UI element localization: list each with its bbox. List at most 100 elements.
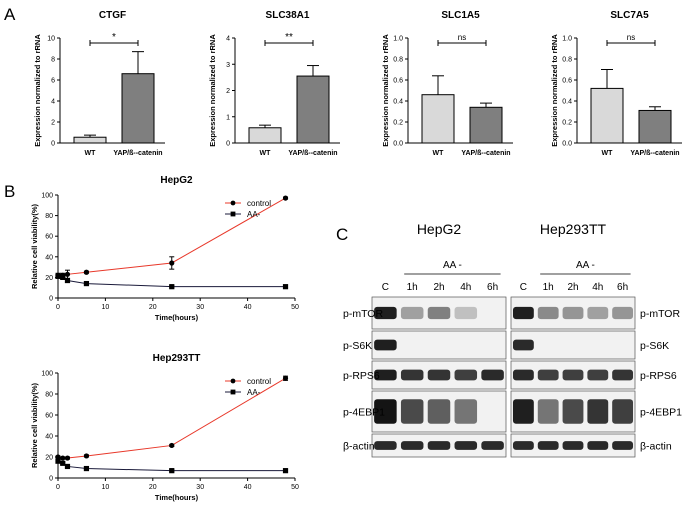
y-axis-label: Relative cell viability(%) — [30, 203, 39, 289]
significance-label: ns — [458, 33, 466, 42]
x-tick-label: 20 — [149, 304, 157, 311]
blot-band — [427, 399, 451, 424]
lane-label: C — [382, 282, 389, 293]
data-point-control — [169, 442, 175, 449]
x-tick-label: 40 — [244, 304, 252, 311]
y-tick-label: 60 — [45, 413, 53, 420]
data-point-aa — [55, 273, 61, 279]
bar-yapcatenin — [121, 73, 155, 144]
blot-band — [454, 369, 478, 381]
bar-chart-ctgf: CTGF 0 2 4 6 8 10 Expression normalized to rRNA… — [33, 10, 165, 157]
y-tick-label: 0.0 — [562, 141, 572, 148]
line-chart-hep293tt: Hep293TT 0 20 40 60 80 100 0 10 20 30 40 50 Time(hour… — [30, 353, 299, 502]
lane-label: 2h — [567, 282, 578, 293]
legend-label: control — [247, 199, 271, 208]
y-tick-label: 80 — [45, 213, 53, 220]
y-tick-label: 40 — [45, 434, 53, 441]
blot-band — [587, 369, 609, 381]
data-point-aa — [282, 468, 289, 474]
y-axis-label: Expression normalized to rRNA — [33, 34, 42, 147]
treatment-label: AA - — [576, 260, 595, 271]
y-tick-label: 2 — [226, 88, 230, 95]
lane-label: C — [520, 282, 527, 293]
bar-yapcatenin — [469, 106, 503, 144]
x-tick-label: 0 — [56, 484, 60, 491]
significance-label: ns — [627, 33, 635, 42]
y-axis-label: Expression normalized to rRNA — [550, 34, 559, 147]
legend-marker — [230, 211, 236, 217]
legend-label: AA- — [247, 210, 261, 219]
blot-hep293tt: Hep293TT AA - C 1h 2h 4h 6h — [510, 221, 636, 458]
y-tick-label: 8 — [51, 57, 55, 64]
y-tick-label: 6 — [51, 78, 55, 85]
blot-band — [562, 441, 584, 450]
blot-title: Hep293TT — [540, 221, 607, 237]
y-tick-label: 80 — [45, 392, 53, 399]
treatment-label: AA - — [443, 260, 462, 271]
x-category-label: WT — [260, 150, 272, 157]
blot-band — [374, 441, 397, 450]
y-tick-label: 0.8 — [393, 57, 403, 64]
legend-marker — [230, 200, 236, 206]
y-tick-label: 0.0 — [393, 141, 403, 148]
blot-band — [374, 369, 397, 381]
blot-band — [427, 306, 451, 320]
x-tick-label: 40 — [244, 484, 252, 491]
data-point-aa — [169, 468, 175, 474]
y-tick-label: 0.4 — [562, 99, 572, 106]
blot-hepg2: HepG2 AA - C 1h 2h 4h 6h — [371, 221, 507, 458]
y-tick-label: 1.0 — [393, 36, 403, 43]
lane-label: 6h — [487, 282, 498, 293]
panel-label-a: A — [4, 5, 16, 24]
significance-label: ** — [285, 32, 293, 43]
row-label-right: p-mTOR — [640, 308, 680, 320]
blot-band — [374, 339, 397, 351]
lane-label: 4h — [592, 282, 603, 293]
row-label-left: p-S6K — [343, 340, 372, 352]
data-point-aa — [83, 465, 90, 472]
chart-title: SLC38A1 — [266, 10, 310, 21]
blot-band — [374, 306, 397, 320]
blot-band — [512, 369, 534, 381]
blot-band — [427, 441, 451, 450]
row-label-left: β-actin — [343, 441, 375, 453]
bar-yapcatenin — [638, 109, 672, 144]
x-category-label: WT — [602, 150, 614, 157]
blot-band — [587, 306, 609, 320]
blot-band — [512, 306, 534, 320]
data-point-control — [282, 375, 289, 381]
blot-band — [537, 441, 559, 450]
data-point-control — [83, 453, 90, 459]
bar-chart-slc38a1: SLC38A1 0 1 2 3 4 Expression normalized to rRN… — [208, 10, 340, 157]
data-point-aa — [60, 460, 66, 466]
bar-wt — [73, 136, 107, 144]
blot-band — [427, 369, 451, 381]
x-category-label: YAP/ß--catenin — [461, 150, 510, 157]
data-point-aa — [60, 274, 66, 280]
bar-wt — [590, 87, 624, 144]
row-label-right: p-RPS6 — [640, 370, 677, 382]
blot-band — [481, 441, 504, 450]
data-point-control — [282, 195, 289, 201]
y-tick-label: 4 — [226, 36, 230, 43]
panel-label-c: C — [336, 225, 348, 244]
legend-marker — [230, 378, 236, 384]
blot-band — [587, 441, 609, 450]
blot-band — [612, 441, 634, 450]
western-blot-panel-c: HepG2 AA - C 1h 2h 4h 6h Hep293TT AA - C 1h 2h 4h 6h p… — [343, 221, 682, 458]
bar-wt — [421, 94, 455, 144]
y-axis-label: Expression normalized to rRNA — [381, 34, 390, 147]
x-axis-label: Time(hours) — [155, 493, 199, 502]
y-axis-label: Expression normalized to rRNA — [208, 34, 217, 147]
blot-band — [400, 399, 424, 424]
row-label-right: p-4EBP1 — [640, 407, 682, 419]
blot-band — [400, 306, 424, 320]
blot-band — [374, 399, 397, 424]
blot-band — [454, 441, 478, 450]
y-tick-label: 20 — [45, 455, 53, 462]
x-tick-label: 30 — [196, 484, 204, 491]
y-tick-label: 100 — [41, 371, 53, 378]
x-tick-label: 50 — [291, 484, 299, 491]
data-point-aa — [282, 284, 289, 290]
